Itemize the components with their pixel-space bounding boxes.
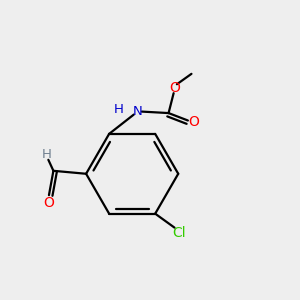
Text: Cl: Cl: [172, 226, 186, 240]
Text: N: N: [133, 105, 142, 118]
Text: H: H: [42, 148, 52, 161]
Text: O: O: [169, 81, 180, 95]
Text: H: H: [114, 103, 124, 116]
Text: O: O: [43, 196, 54, 210]
Text: O: O: [188, 115, 199, 129]
